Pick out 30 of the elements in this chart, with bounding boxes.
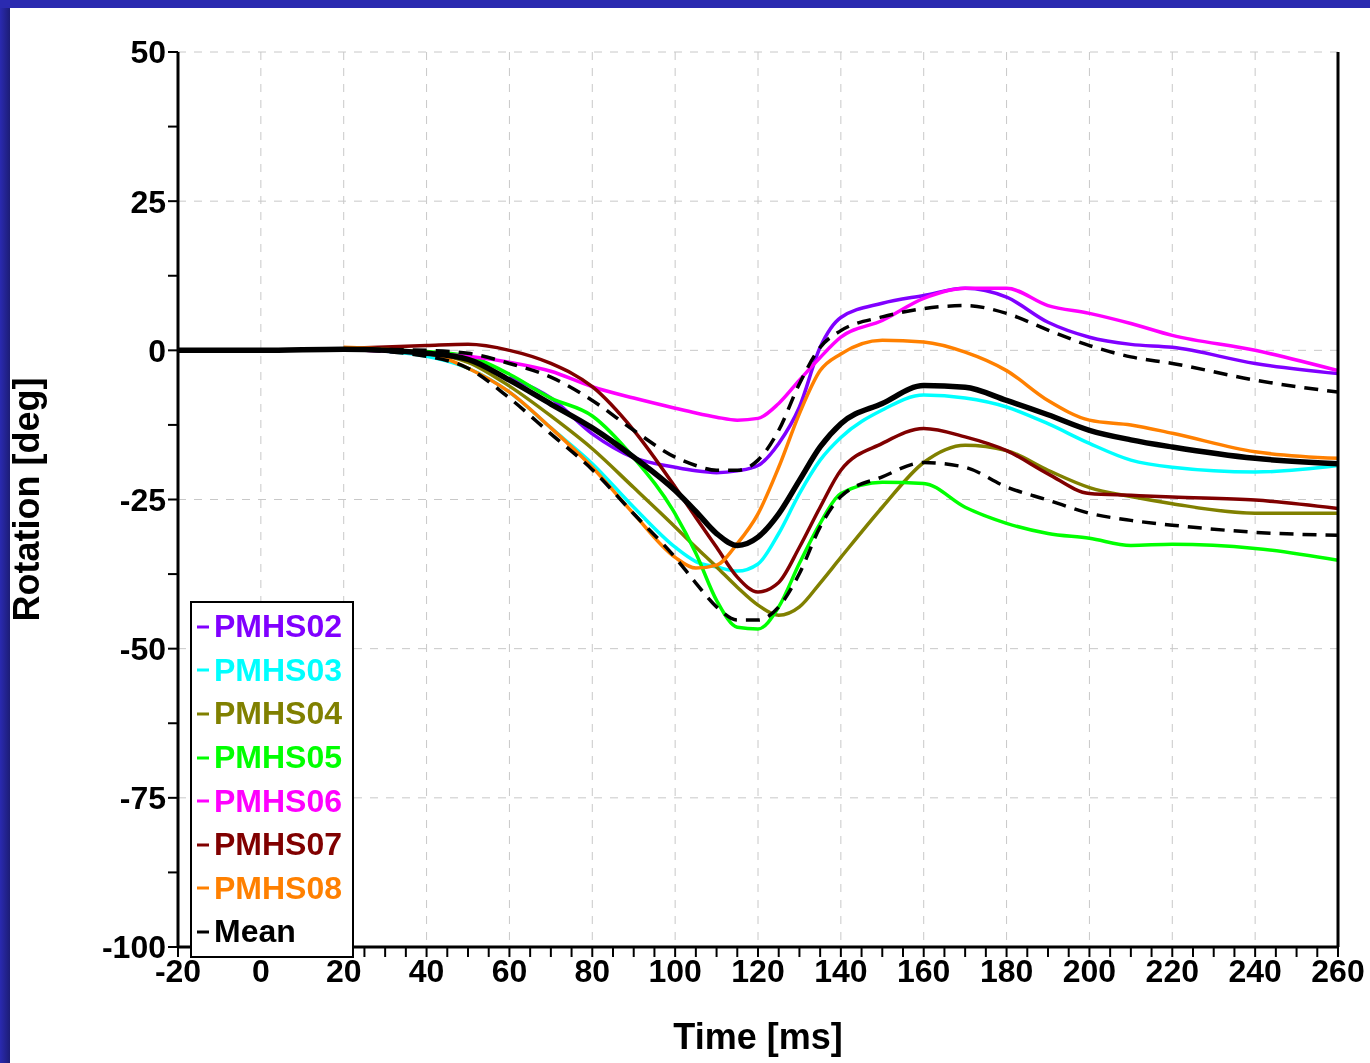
y-tick-label: 25 (130, 183, 166, 220)
x-tick-label: 80 (574, 952, 611, 989)
legend-label: Mean (214, 913, 296, 951)
x-tick-label: 240 (1228, 952, 1282, 989)
x-tick-label: 180 (979, 952, 1034, 989)
x-tick-label: 200 (1062, 952, 1117, 989)
x-tick-label: 100 (648, 952, 702, 989)
legend-label: PMHS03 (214, 651, 343, 689)
x-tick-label: 220 (1145, 952, 1199, 989)
y-tick-label: 0 (148, 332, 166, 369)
x-tick-label: 60 (491, 952, 528, 989)
x-tick-label: 20 (325, 952, 362, 989)
x-tick-label: 40 (408, 952, 445, 989)
x-axis-title: Time [ms] (673, 1016, 843, 1057)
legend-label: PMHS05 (214, 739, 343, 777)
x-tick-label: 120 (731, 952, 785, 989)
legend-label: PMHS06 (214, 782, 343, 820)
x-tick-label: 0 (251, 952, 270, 989)
y-tick-label: 50 (130, 34, 166, 71)
legend-label: PMHS08 (214, 869, 343, 907)
x-tick-label: 160 (897, 952, 951, 989)
y-tick-label: -50 (119, 631, 166, 668)
y-axis-title: Rotation [deg] (5, 377, 47, 622)
y-tick-label: -75 (119, 780, 166, 817)
legend-label: PMHS04 (214, 695, 343, 733)
legend-label: PMHS07 (214, 826, 343, 864)
legend-label: PMHS02 (214, 608, 343, 646)
x-tick-label: 260 (1311, 952, 1365, 989)
x-tick-label: 140 (814, 952, 868, 989)
y-tick-label: -25 (119, 481, 166, 518)
